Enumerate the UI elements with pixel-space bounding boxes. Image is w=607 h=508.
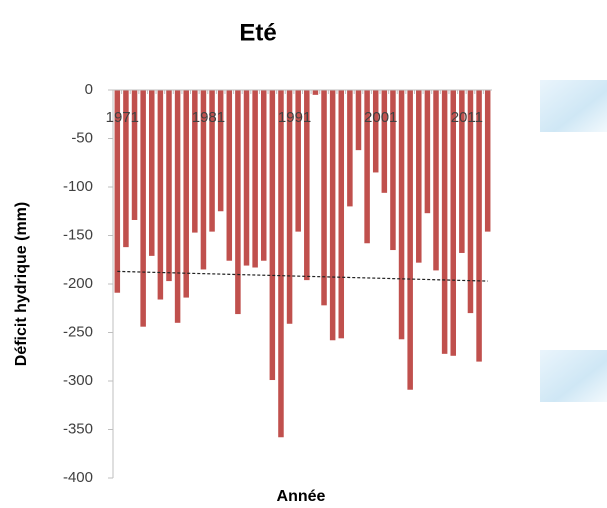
bar (157, 90, 164, 300)
bar (484, 90, 491, 232)
bar (243, 90, 250, 266)
y-tick-label: -50 (71, 129, 93, 146)
bar (278, 90, 284, 438)
bar (269, 90, 276, 381)
y-tick-label: -150 (63, 226, 93, 243)
bar (166, 90, 172, 282)
x-axis-title: Année (277, 488, 326, 505)
bar (467, 90, 474, 314)
bar (304, 90, 310, 281)
y-tick-label: -350 (63, 420, 93, 437)
decor-image (540, 350, 607, 402)
decor-image (540, 80, 607, 132)
bar (321, 90, 327, 306)
bar (123, 90, 129, 248)
bar (295, 90, 301, 232)
bar (347, 90, 353, 207)
x-tick-label: 1971 (106, 109, 139, 126)
bar (416, 90, 422, 263)
x-tick-label: 1981 (192, 109, 225, 126)
bar (450, 90, 456, 356)
bar (260, 90, 267, 261)
bar (355, 90, 362, 151)
bar (459, 90, 465, 253)
bar (381, 90, 388, 193)
y-axis-title: Déficit hydrique (mm) (13, 202, 30, 366)
bar (252, 90, 258, 268)
bar (312, 90, 319, 95)
x-tick-label: 2001 (364, 109, 397, 126)
x-tick-label: 1991 (278, 109, 311, 126)
y-tick-label: 0 (85, 81, 93, 98)
bar (329, 90, 336, 341)
y-tick-label: -400 (63, 469, 93, 486)
bar (114, 90, 121, 293)
bar (407, 90, 413, 390)
bar (286, 90, 293, 324)
bar (390, 90, 396, 251)
bar (372, 90, 379, 173)
trend-line (117, 270, 488, 282)
bar (217, 90, 224, 212)
bar (149, 90, 155, 256)
y-tick-label: -200 (63, 275, 93, 292)
bar (131, 90, 138, 220)
y-tick-label: -300 (63, 372, 93, 389)
bar (174, 90, 181, 323)
x-tick-label: 2011 (451, 109, 483, 126)
bar (476, 90, 482, 362)
bar (433, 90, 439, 271)
bar (200, 90, 207, 270)
bar (235, 90, 241, 315)
bar (183, 90, 189, 298)
bar (209, 90, 215, 232)
chart-title: Eté (239, 19, 276, 46)
bar (192, 90, 198, 233)
y-tick-label: -100 (63, 178, 93, 195)
bar (398, 90, 405, 340)
y-tick-label: -250 (63, 323, 93, 340)
bar (140, 90, 146, 327)
bar (441, 90, 448, 354)
bar (364, 90, 370, 244)
bar (338, 90, 345, 339)
bar (226, 90, 233, 261)
bar (424, 90, 431, 214)
